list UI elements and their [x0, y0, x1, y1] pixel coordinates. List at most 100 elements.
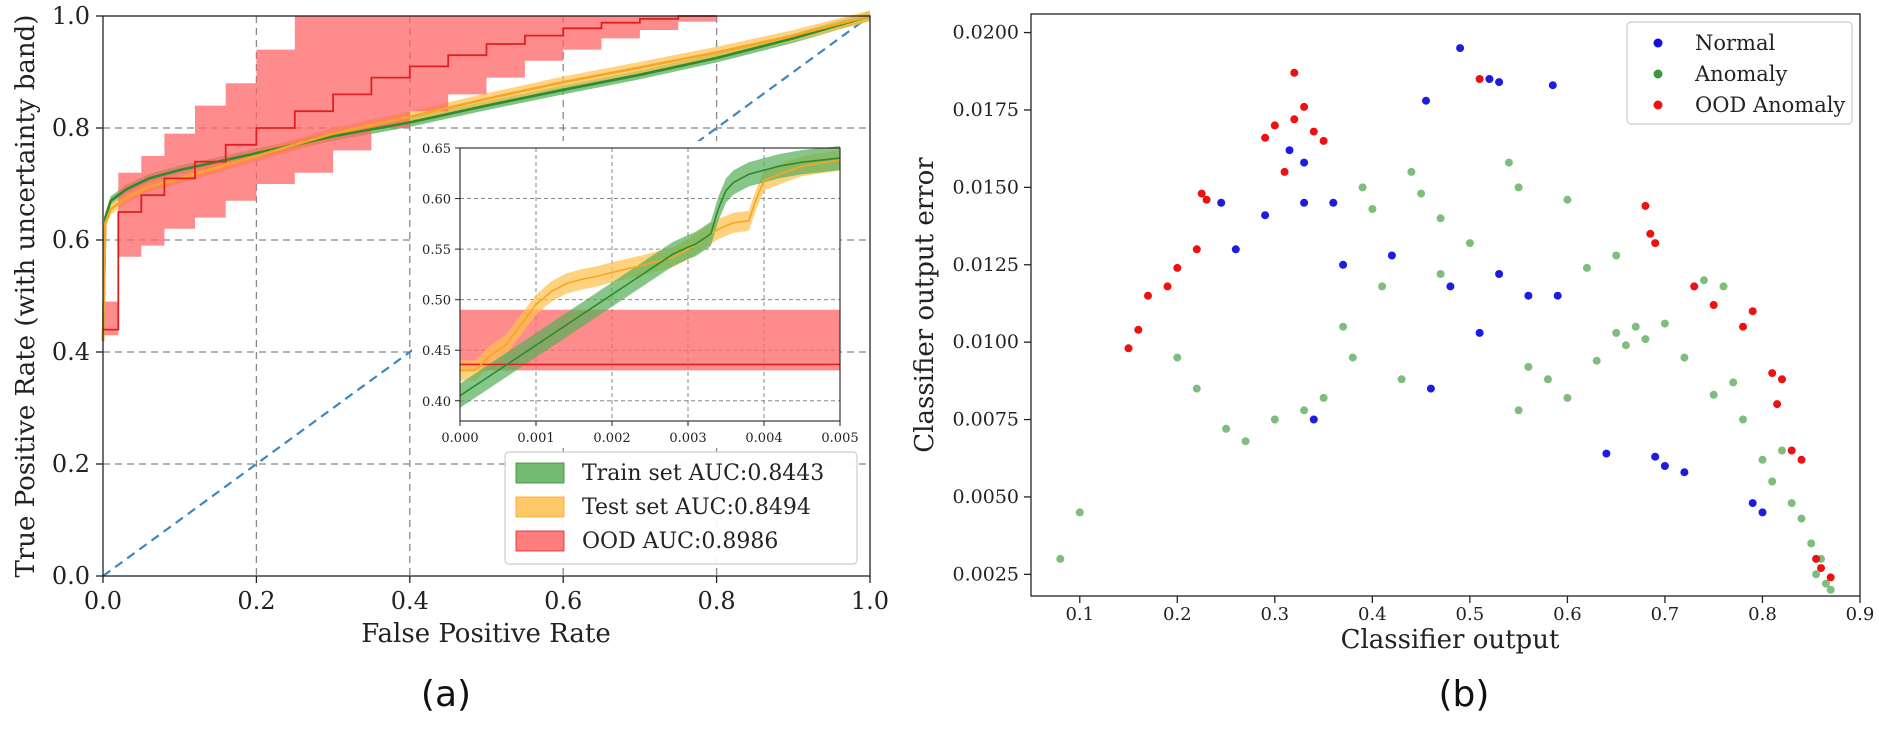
- scatter-x-tick-label: 0.5: [1456, 604, 1485, 625]
- roc-y-tick-label: 0.6: [52, 226, 90, 254]
- scatter-y-tick-label: 0.0075: [953, 409, 1019, 431]
- ood-anomaly-point: [1290, 68, 1299, 77]
- roc-plot-frame: [102, 15, 871, 577]
- anomaly-point: [1709, 390, 1718, 399]
- normal-point: [1456, 44, 1465, 53]
- anomaly-point: [1612, 251, 1621, 260]
- normal-point: [1422, 96, 1430, 105]
- roc-x-tick-label: 0.8: [698, 587, 736, 615]
- normal-point: [1748, 499, 1757, 508]
- inset-y-tick-label: 0.60: [422, 193, 451, 208]
- ood-anomaly-legend-marker: [1653, 100, 1663, 110]
- roc-x-tick-label: 0.0: [84, 587, 122, 615]
- ood-anomaly-point: [1300, 102, 1309, 111]
- roc-uncertainty-bands: [103, 10, 870, 347]
- anomaly-point: [1514, 183, 1523, 192]
- anomaly-point: [1680, 353, 1689, 362]
- ood-anomaly-point: [1202, 195, 1211, 204]
- inset-x-tick-label: 0.001: [517, 431, 554, 446]
- ood-anomaly-point: [1280, 167, 1289, 176]
- ood-uncertainty-band: [103, 16, 717, 336]
- roc-y-axis-label: True Positive Rate (with uncertainty ban…: [11, 15, 41, 578]
- anomaly-point: [1758, 455, 1767, 464]
- ood-anomaly-point: [1124, 344, 1133, 353]
- scatter-y-tick-label: 0.0175: [953, 99, 1019, 121]
- anomaly-legend-marker: [1653, 69, 1663, 79]
- ood-anomaly-point: [1646, 229, 1655, 238]
- anomaly-point: [1821, 579, 1830, 588]
- ood-anomaly-point: [1787, 446, 1796, 455]
- anomaly-point: [1368, 205, 1377, 213]
- anomaly-point: [1768, 477, 1777, 486]
- anomaly-point: [1739, 415, 1747, 424]
- ood-anomaly-point: [1826, 573, 1835, 582]
- ood-anomaly-point: [1797, 455, 1806, 464]
- normal-point: [1651, 452, 1660, 461]
- anomaly-point: [1075, 508, 1084, 517]
- inset-test-line: [460, 159, 841, 372]
- scatter-y-tick-label: 0.0150: [953, 176, 1019, 198]
- train-legend-swatch: [515, 462, 565, 484]
- roc-y-tick-label: 0.0: [52, 562, 90, 590]
- ood-anomaly-point: [1197, 189, 1206, 198]
- anomaly-point: [1436, 270, 1445, 278]
- anomaly-point: [1660, 319, 1669, 328]
- ood-anomaly-point: [1173, 263, 1182, 272]
- scatter-legend-box: [1626, 21, 1853, 125]
- anomaly-point: [1339, 322, 1348, 331]
- scatter-x-tick-label: 0.4: [1358, 604, 1387, 625]
- ood-anomaly-point: [1651, 239, 1660, 248]
- scatter-y-tick-label: 0.0050: [953, 486, 1019, 508]
- anomaly-point: [1807, 539, 1816, 548]
- ood-anomaly-point: [1817, 564, 1825, 573]
- normal-point: [1231, 245, 1240, 254]
- normal-point: [1495, 78, 1504, 87]
- ood-anomaly-legend-label: OOD Anomaly: [1695, 93, 1845, 117]
- ood-anomaly-point: [1144, 291, 1152, 300]
- roc-y-tick-label: 0.2: [52, 450, 90, 478]
- anomaly-point: [1192, 384, 1201, 393]
- ood-legend-label: OOD AUC:0.8986: [582, 529, 778, 554]
- ood-anomaly-point: [1163, 282, 1172, 291]
- ood-anomaly-point: [1134, 325, 1143, 334]
- scatter-axis-ticks: 0.1 0.2 0.3 0.4 0.5 0.6 0.7 0.8 0.9 0.0025 0.0050 0…: [953, 22, 1875, 625]
- ood-anomaly-point: [1778, 375, 1786, 384]
- ood-anomaly-point: [1773, 400, 1782, 409]
- roc-legend: Train set AUC:0.8443 Test set AUC:0.8494 O…: [504, 451, 858, 565]
- roc-zoom-inset: 0.000 0.001 0.002 0.003 0.004 0.005 0.40 0.45 0.…: [412, 141, 859, 447]
- normal-point: [1758, 508, 1767, 517]
- ood-anomaly-point: [1309, 127, 1318, 136]
- ood-anomaly-point: [1768, 369, 1777, 378]
- anomaly-point: [1812, 570, 1821, 579]
- test-roc-line: [101, 14, 871, 341]
- anomaly-point: [1436, 214, 1445, 223]
- ood-anomaly-point: [1475, 75, 1484, 83]
- normal-legend-marker: [1653, 38, 1663, 48]
- normal-point: [1524, 291, 1533, 300]
- inset-x-tick-label: 0.005: [821, 431, 858, 446]
- anomaly-point: [1300, 406, 1309, 415]
- anomaly-point: [1319, 393, 1328, 402]
- normal-point: [1548, 81, 1557, 90]
- ood-roc-line: [103, 15, 717, 331]
- anomaly-point: [1797, 514, 1806, 523]
- roc-curves: [101, 14, 871, 341]
- ood-anomaly-point: [1192, 245, 1201, 254]
- scatter-y-axis-label: Classifier output error: [910, 157, 940, 453]
- anomaly-point: [1612, 328, 1621, 337]
- normal-point: [1485, 75, 1494, 83]
- roc-axis-ticks: 0.0 0.2 0.4 0.6 0.8 1.0 0.0 0.2 0.4 0.6 0.8 1.0: [52, 2, 889, 615]
- roc-x-tick-label: 0.6: [544, 587, 582, 615]
- anomaly-point: [1524, 362, 1533, 371]
- scatter-y-tick-label: 0.0125: [953, 254, 1019, 276]
- anomaly-point: [1222, 424, 1231, 433]
- inset-x-tick-label: 0.003: [669, 431, 706, 446]
- anomaly-point: [1358, 183, 1367, 192]
- anomaly-point: [1397, 375, 1406, 384]
- roc-legend-box: [504, 451, 858, 565]
- panel-a-caption: (a): [421, 674, 471, 715]
- scatter-chart: 0.1 0.2 0.3 0.4 0.5 0.6 0.7 0.8 0.9 0.0025 0.0050 0…: [910, 13, 1875, 715]
- inset-axis-ticks: 0.000 0.001 0.002 0.003 0.004 0.005 0.40 0.45 0.…: [422, 142, 859, 446]
- ood-anomaly-point: [1290, 115, 1299, 124]
- normal-point: [1660, 462, 1669, 470]
